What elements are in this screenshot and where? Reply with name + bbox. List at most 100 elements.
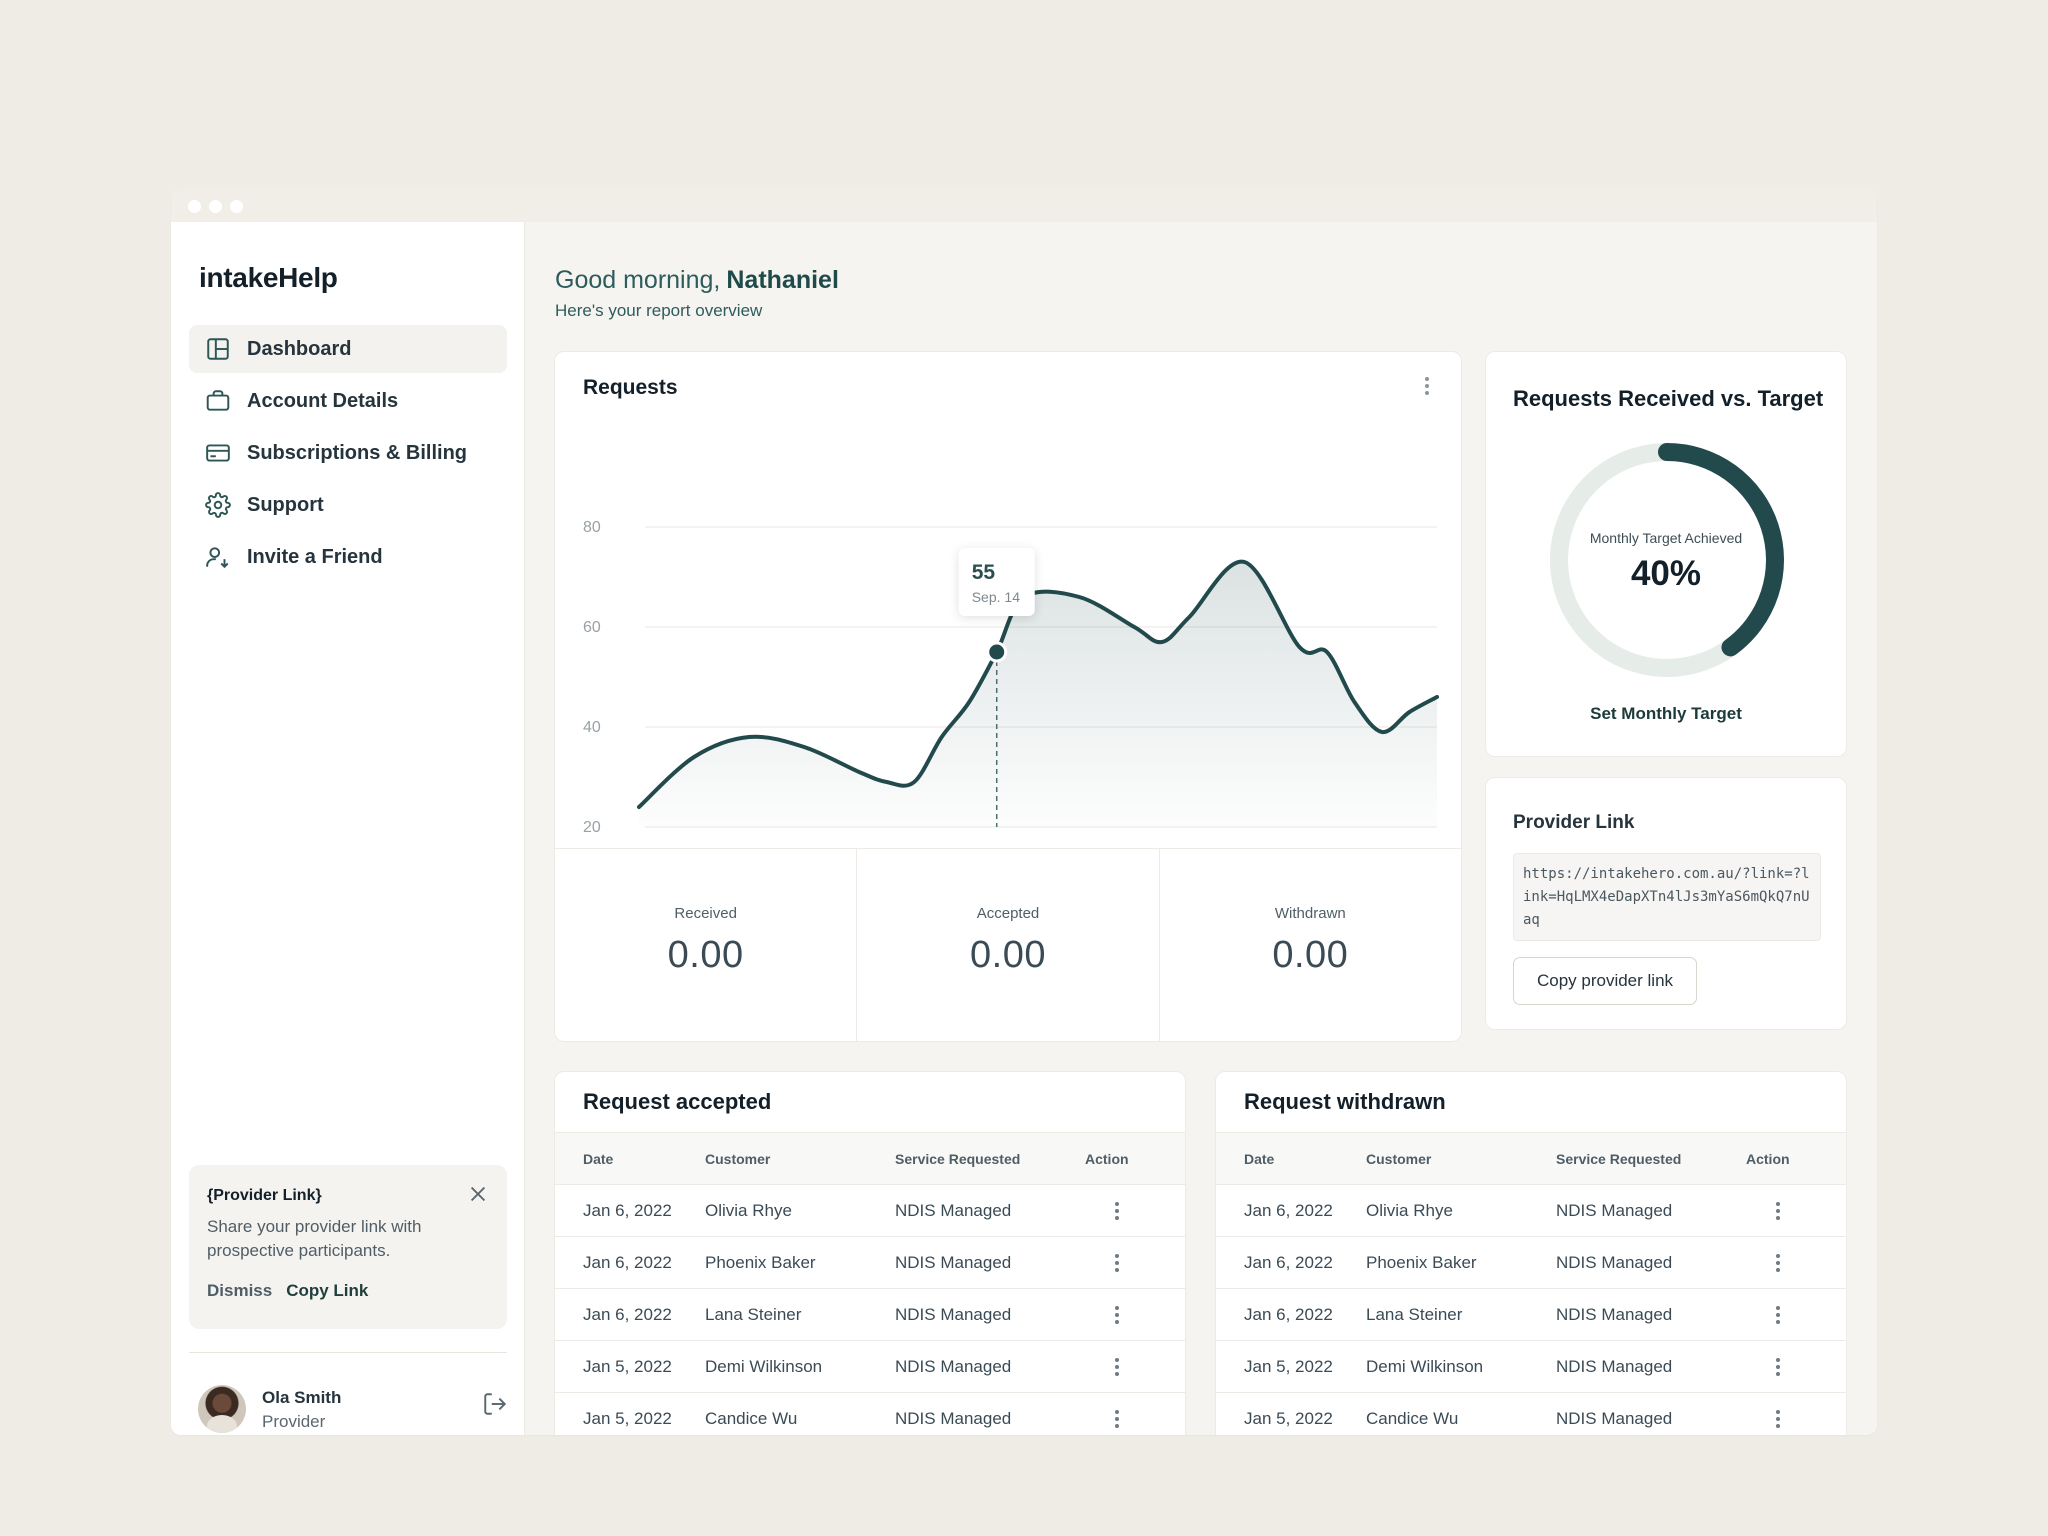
stat-label: Accepted — [976, 905, 1040, 922]
row-more-icon[interactable] — [1107, 1251, 1127, 1275]
provider-link-card: Provider Link https://intakehero.com.au/… — [1485, 777, 1847, 1030]
set-monthly-target-button[interactable]: Set Monthly Target — [1590, 704, 1742, 723]
target-donut-chart — [1550, 443, 1784, 677]
row-more-icon[interactable] — [1768, 1251, 1788, 1275]
sidebar-item-support[interactable]: Support — [189, 481, 507, 529]
sidebar-item-label: Invite a Friend — [247, 545, 383, 568]
row-more-icon[interactable] — [1107, 1199, 1127, 1223]
table-row[interactable]: Jan 6, 2022 Phoenix Baker NDIS Managed — [1216, 1237, 1846, 1289]
row-more-icon[interactable] — [1107, 1355, 1127, 1379]
tooltip-point[interactable] — [986, 641, 1008, 663]
cell-date: Jan 6, 2022 — [583, 1304, 672, 1324]
cell-action — [1746, 1185, 1846, 1237]
requests-stats: Received 0.00 Accepted 0.00 Withdrawn 0.… — [555, 848, 1461, 1042]
table-row[interactable]: Jan 6, 2022 Olivia Rhye NDIS Managed — [555, 1185, 1185, 1237]
row-more-icon[interactable] — [1768, 1303, 1788, 1327]
y-tick-label: 80 — [583, 519, 601, 536]
greeting-name: Nathaniel — [726, 266, 839, 294]
request-accepted-table: Date Customer Service Requested Action J… — [555, 1132, 1185, 1435]
table-title: Request accepted — [583, 1089, 772, 1114]
cell-service: NDIS Managed — [895, 1252, 1012, 1272]
table-title: Request withdrawn — [1244, 1089, 1446, 1114]
tooltip-label: Sep. 14 — [972, 589, 1020, 605]
table-row[interactable]: Jan 5, 2022 Demi Wilkinson NDIS Managed — [1216, 1341, 1846, 1393]
dashboard-icon — [205, 336, 231, 362]
sidebar-item-account-details[interactable]: Account Details — [189, 377, 507, 425]
table-row[interactable]: Jan 6, 2022 Lana Steiner NDIS Managed — [1216, 1289, 1846, 1341]
stat-label: Received — [674, 905, 737, 922]
gear-icon — [205, 492, 231, 518]
cell-customer: Demi Wilkinson — [1366, 1356, 1484, 1376]
greeting-subtitle: Here's your report overview — [555, 301, 763, 320]
column-header-date[interactable]: Date — [583, 1150, 614, 1167]
row-more-icon[interactable] — [1107, 1407, 1127, 1431]
sidebar-item-dashboard[interactable]: Dashboard — [189, 325, 507, 373]
request-withdrawn-table: Date Customer Service Requested Action J… — [1216, 1132, 1846, 1435]
stat-withdrawn: Withdrawn 0.00 — [1160, 849, 1461, 1042]
window-dot[interactable] — [230, 200, 243, 213]
table-row[interactable]: Jan 5, 2022 Candice Wu NDIS Managed — [555, 1393, 1185, 1436]
window-titlebar — [171, 188, 1877, 222]
donut-value: 40% — [1630, 554, 1702, 593]
column-header-customer[interactable]: Customer — [705, 1150, 771, 1167]
app-window: intakeHelp Dashboard Account Details Sub… — [171, 188, 1877, 1435]
column-header-action: Action — [1085, 1150, 1129, 1167]
stat-value: 0.00 — [1272, 934, 1349, 976]
sidebar-item-label: Account Details — [247, 389, 399, 412]
row-more-icon[interactable] — [1768, 1199, 1788, 1223]
cell-customer: Phoenix Baker — [705, 1252, 816, 1272]
cell-customer: Olivia Rhye — [705, 1200, 792, 1220]
table-row[interactable]: Jan 6, 2022 Phoenix Baker NDIS Managed — [555, 1237, 1185, 1289]
cell-customer: Candice Wu — [705, 1408, 798, 1428]
dismiss-button[interactable]: Dismiss — [207, 1281, 273, 1300]
row-more-icon[interactable] — [1768, 1355, 1788, 1379]
column-header-action: Action — [1746, 1150, 1790, 1167]
close-icon[interactable] — [467, 1183, 489, 1205]
avatar[interactable] — [198, 1385, 246, 1433]
table-row[interactable]: Jan 5, 2022 Candice Wu NDIS Managed — [1216, 1393, 1846, 1436]
column-header-customer[interactable]: Customer — [1366, 1150, 1432, 1167]
window-dot[interactable] — [209, 200, 222, 213]
stat-value: 0.00 — [667, 934, 744, 976]
app-logo[interactable]: intakeHelp — [199, 262, 338, 293]
cell-customer: Lana Steiner — [705, 1304, 802, 1324]
sidebar-divider — [189, 1352, 507, 1353]
requests-title: Requests — [583, 376, 678, 399]
stat-value: 0.00 — [970, 934, 1046, 976]
target-card: Requests Received vs. Target Monthly Tar… — [1485, 351, 1847, 757]
cell-action — [1085, 1393, 1185, 1436]
promo-title: {Provider Link} — [207, 1187, 322, 1204]
sidebar-item-subscriptions-billing[interactable]: Subscriptions & Billing — [189, 429, 507, 477]
sidebar-nav: Dashboard Account Details Subscriptions … — [189, 325, 507, 585]
cell-date: Jan 5, 2022 — [583, 1408, 672, 1428]
cell-action — [1746, 1393, 1846, 1436]
copy-link-button[interactable]: Copy Link — [286, 1281, 369, 1300]
tooltip-value: 55 — [972, 561, 996, 584]
table-row[interactable]: Jan 5, 2022 Demi Wilkinson NDIS Managed — [555, 1341, 1185, 1393]
cell-service: NDIS Managed — [1556, 1356, 1673, 1376]
column-header-service[interactable]: Service Requested — [1556, 1150, 1682, 1167]
logout-icon[interactable] — [482, 1391, 508, 1417]
provider-link-title: Provider Link — [1513, 812, 1635, 833]
chart-area — [639, 561, 1437, 827]
stat-accepted: Accepted 0.00 — [857, 849, 1160, 1042]
cell-date: Jan 6, 2022 — [1244, 1200, 1333, 1220]
cell-service: NDIS Managed — [1556, 1252, 1673, 1272]
more-icon[interactable] — [1417, 372, 1437, 400]
copy-provider-link-button[interactable]: Copy provider link — [1513, 957, 1697, 1005]
provider-link-field[interactable]: https://intakehero.com.au/?link=?link=Hq… — [1513, 853, 1821, 941]
sidebar-item-invite-friend[interactable]: Invite a Friend — [189, 533, 507, 581]
window-dot[interactable] — [188, 200, 201, 213]
column-header-service[interactable]: Service Requested — [895, 1150, 1021, 1167]
user-role: Provider — [262, 1412, 326, 1431]
cell-action — [1085, 1185, 1185, 1237]
table-row[interactable]: Jan 6, 2022 Olivia Rhye NDIS Managed — [1216, 1185, 1846, 1237]
sidebar-item-label: Support — [247, 493, 324, 516]
table-row[interactable]: Jan 6, 2022 Lana Steiner NDIS Managed — [555, 1289, 1185, 1341]
credit-card-icon — [205, 440, 231, 466]
row-more-icon[interactable] — [1768, 1407, 1788, 1431]
sidebar-item-label: Subscriptions & Billing — [247, 441, 468, 464]
column-header-date[interactable]: Date — [1244, 1150, 1275, 1167]
row-more-icon[interactable] — [1107, 1303, 1127, 1327]
